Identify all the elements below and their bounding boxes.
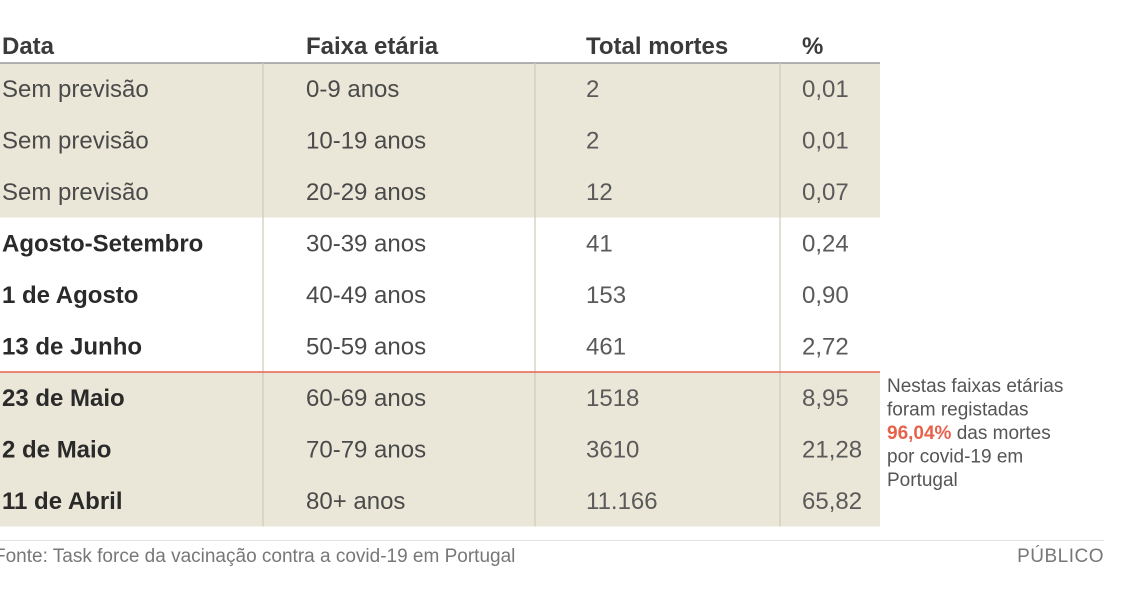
cell-total-mortes: 2 bbox=[586, 76, 599, 103]
cell-data: 1 de Agosto bbox=[2, 282, 138, 309]
cell-total-mortes: 3610 bbox=[586, 436, 639, 463]
cell-faixa-etaria: 80+ anos bbox=[306, 488, 405, 515]
annotation-line: por covid-19 em bbox=[887, 447, 1023, 468]
cell-percent: 0,01 bbox=[802, 127, 849, 154]
brand-label: PÚBLICO bbox=[1017, 545, 1104, 567]
cell-total-mortes: 12 bbox=[586, 179, 613, 206]
cell-data: 2 de Maio bbox=[2, 436, 111, 463]
annotation-line: foram registadas bbox=[887, 400, 1029, 421]
cell-percent: 0,90 bbox=[802, 282, 849, 309]
cell-data: Agosto-Setembro bbox=[2, 230, 203, 257]
cell-percent: 21,28 bbox=[802, 436, 862, 463]
cell-data: Sem previsão bbox=[2, 179, 149, 206]
cell-data: 23 de Maio bbox=[2, 385, 125, 412]
cell-data: Sem previsão bbox=[2, 127, 149, 154]
annotation-line: Portugal bbox=[887, 470, 958, 491]
cell-data: 11 de Abril bbox=[2, 488, 123, 515]
cell-data: 13 de Junho bbox=[2, 333, 142, 360]
row-group-background-a bbox=[0, 63, 880, 218]
cell-total-mortes: 153 bbox=[586, 282, 626, 309]
cell-total-mortes: 461 bbox=[586, 333, 626, 360]
cell-total-mortes: 2 bbox=[586, 127, 599, 154]
cell-faixa-etaria: 40-49 anos bbox=[306, 282, 426, 309]
header-percent: % bbox=[802, 33, 823, 60]
cell-faixa-etaria: 60-69 anos bbox=[306, 385, 426, 412]
cell-percent: 0,01 bbox=[802, 76, 849, 103]
cell-total-mortes: 11.166 bbox=[586, 488, 658, 515]
header-data: Data bbox=[2, 33, 55, 60]
cell-data: Sem previsão bbox=[2, 76, 149, 103]
cell-faixa-etaria: 20-29 anos bbox=[306, 179, 426, 206]
header-total-mortes: Total mortes bbox=[586, 33, 728, 60]
source-note: Fonte: Task force da vacinação contra a … bbox=[0, 546, 515, 567]
annotation-line: Nestas faixas etárias bbox=[887, 376, 1063, 397]
cell-total-mortes: 41 bbox=[586, 230, 613, 257]
cell-faixa-etaria: 70-79 anos bbox=[306, 436, 426, 463]
cell-percent: 0,07 bbox=[802, 179, 849, 206]
cell-percent: 2,72 bbox=[802, 333, 849, 360]
row-group-background-c bbox=[0, 372, 880, 527]
cell-faixa-etaria: 50-59 anos bbox=[306, 333, 426, 360]
annotation-highlight-value: 96,04% bbox=[887, 423, 952, 444]
cell-faixa-etaria: 30-39 anos bbox=[306, 230, 426, 257]
cell-percent: 8,95 bbox=[802, 385, 849, 412]
annotation-highlight-rest: das mortes bbox=[951, 423, 1050, 444]
annotation-highlight-line: 96,04% das mortes bbox=[887, 423, 1051, 444]
cell-faixa-etaria: 10-19 anos bbox=[306, 127, 426, 154]
cell-percent: 0,24 bbox=[802, 230, 849, 257]
cell-total-mortes: 1518 bbox=[586, 385, 639, 412]
cell-faixa-etaria: 0-9 anos bbox=[306, 76, 399, 103]
header-faixa-etaria: Faixa etária bbox=[306, 33, 439, 60]
cell-percent: 65,82 bbox=[802, 488, 862, 515]
